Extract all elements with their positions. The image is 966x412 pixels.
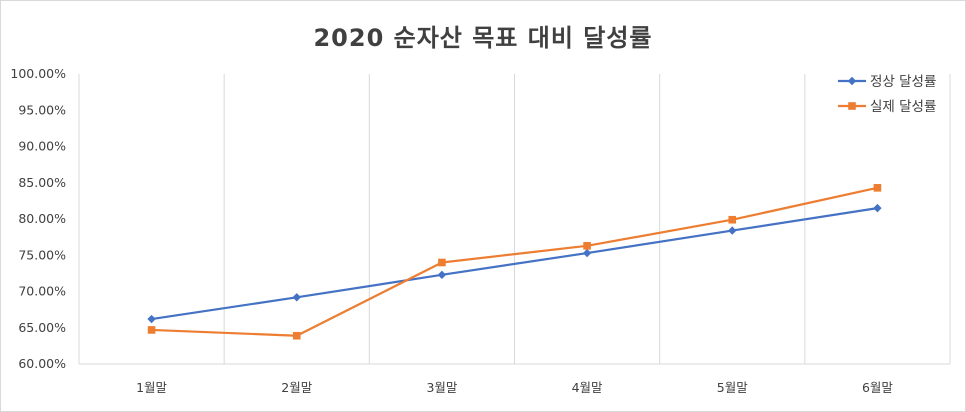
data-point bbox=[873, 184, 882, 192]
data-point bbox=[728, 215, 737, 224]
y-tick-label: 75.00% bbox=[18, 247, 66, 262]
series-1 bbox=[147, 184, 882, 340]
y-tick-label: 60.00% bbox=[18, 356, 66, 371]
x-tick-label: 2월말 bbox=[281, 380, 312, 395]
data-point bbox=[147, 326, 156, 334]
data-point bbox=[582, 248, 592, 258]
legend-label: 정상 달성률 bbox=[870, 74, 936, 90]
x-axis-ticks: 1월말 2월말 3월말 4월말 5월말 6월말 bbox=[136, 380, 893, 395]
legend-item: 정상 달성률 bbox=[838, 74, 936, 90]
y-tick-label: 100.00% bbox=[10, 66, 66, 81]
legend-marker bbox=[848, 102, 856, 110]
data-point bbox=[728, 226, 737, 235]
x-tick-label: 1월말 bbox=[136, 380, 167, 395]
legend-label: 실제 달성률 bbox=[870, 99, 936, 115]
y-tick-label: 85.00% bbox=[18, 175, 66, 190]
y-tick-label: 90.00% bbox=[18, 139, 66, 154]
data-point bbox=[147, 314, 156, 324]
chart-title: 2020 순자산 목표 대비 달성률 bbox=[313, 24, 653, 52]
x-tick-label: 4월말 bbox=[572, 380, 603, 395]
x-tick-label: 3월말 bbox=[426, 380, 457, 395]
x-tick-label: 5월말 bbox=[717, 380, 748, 395]
y-tick-label: 65.00% bbox=[18, 320, 66, 335]
data-point bbox=[292, 331, 301, 340]
legend-marker bbox=[847, 76, 857, 86]
data-point bbox=[437, 270, 447, 280]
data-point bbox=[583, 242, 591, 250]
y-tick-label: 80.00% bbox=[18, 211, 66, 226]
y-axis-ticks: 100.00% 95.00% 90.00% 85.00% 80.00% 75.00% 70.… bbox=[10, 66, 66, 371]
x-tick-label: 6월말 bbox=[862, 380, 893, 395]
y-tick-label: 95.00% bbox=[18, 102, 66, 117]
series-0 bbox=[147, 203, 882, 324]
series-line bbox=[151, 207, 878, 321]
data-point bbox=[873, 203, 882, 213]
legend-item: 실제 달성률 bbox=[838, 99, 936, 115]
series-group bbox=[147, 184, 882, 340]
y-tick-label: 70.00% bbox=[18, 284, 66, 299]
data-point bbox=[292, 293, 301, 302]
data-point bbox=[438, 258, 446, 267]
gridlines bbox=[78, 74, 951, 365]
series-line bbox=[151, 186, 878, 337]
